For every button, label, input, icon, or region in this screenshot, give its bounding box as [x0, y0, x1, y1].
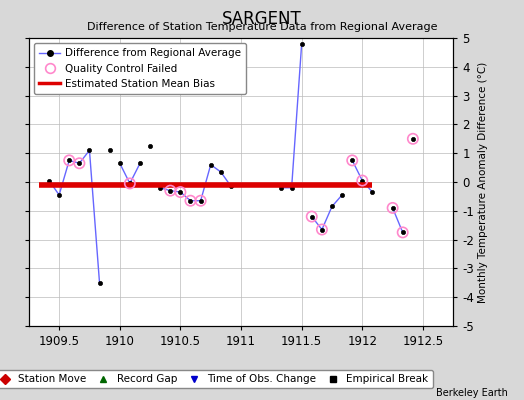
Point: [308, 213, 316, 220]
Point: [398, 229, 407, 236]
Point: [409, 136, 417, 142]
Text: Berkeley Earth: Berkeley Earth: [436, 388, 508, 398]
Point: [358, 177, 366, 184]
Point: [75, 160, 84, 166]
Point: [388, 205, 397, 211]
Point: [65, 157, 73, 164]
Y-axis label: Monthly Temperature Anomaly Difference (°C): Monthly Temperature Anomaly Difference (…: [478, 61, 488, 303]
Point: [126, 180, 134, 187]
Point: [166, 188, 174, 194]
Legend: Station Move, Record Gap, Time of Obs. Change, Empirical Break: Station Move, Record Gap, Time of Obs. C…: [0, 370, 433, 388]
Point: [176, 189, 184, 195]
Text: Difference of Station Temperature Data from Regional Average: Difference of Station Temperature Data f…: [87, 22, 437, 32]
Point: [186, 198, 194, 204]
Point: [348, 157, 356, 164]
Point: [196, 198, 205, 204]
Text: SARGENT: SARGENT: [222, 10, 302, 28]
Point: [318, 226, 326, 233]
